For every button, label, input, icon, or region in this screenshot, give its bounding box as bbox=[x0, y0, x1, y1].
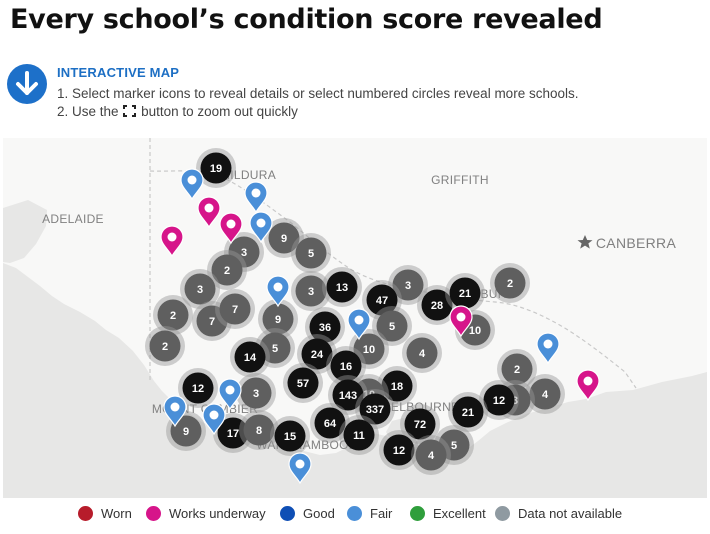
legend-item: Good bbox=[280, 506, 335, 521]
legend-dot-icon bbox=[347, 506, 362, 521]
school-cluster[interactable]: 8 bbox=[239, 410, 279, 450]
info-heading: INTERACTIVE MAP bbox=[57, 65, 180, 80]
school-marker-icon[interactable] bbox=[219, 212, 243, 245]
school-cluster[interactable]: 7 bbox=[215, 289, 255, 329]
school-marker-icon[interactable] bbox=[347, 308, 371, 341]
school-cluster[interactable]: 2 bbox=[490, 263, 530, 303]
school-cluster[interactable]: 4 bbox=[402, 333, 442, 373]
page-title: Every school’s condition score revealed bbox=[10, 4, 603, 35]
legend-item: Data not available bbox=[495, 506, 622, 521]
legend-dot-icon bbox=[78, 506, 93, 521]
school-marker-icon[interactable] bbox=[288, 452, 312, 485]
school-cluster[interactable]: 12 bbox=[379, 430, 419, 470]
school-marker-icon[interactable] bbox=[163, 395, 187, 428]
school-cluster[interactable]: 13 bbox=[322, 267, 362, 307]
legend-label: Fair bbox=[370, 506, 393, 521]
school-cluster[interactable]: 2 bbox=[497, 349, 537, 389]
legend-label: Works underway bbox=[169, 506, 266, 521]
info-instruction-2: 2. Use the button to zoom out quickly bbox=[57, 104, 298, 119]
school-marker-icon[interactable] bbox=[197, 196, 221, 229]
legend-dot-icon bbox=[495, 506, 510, 521]
school-cluster[interactable]: 14 bbox=[230, 337, 270, 377]
school-cluster[interactable]: 2 bbox=[145, 326, 185, 366]
school-marker-icon[interactable] bbox=[266, 275, 290, 308]
map-legend: Worn Works underway Good Fair Excellent Data … bbox=[0, 506, 710, 528]
school-cluster[interactable]: 15 bbox=[270, 416, 310, 456]
school-cluster[interactable]: 5 bbox=[372, 306, 412, 346]
legend-dot-icon bbox=[146, 506, 161, 521]
school-cluster[interactable]: 16 bbox=[326, 346, 366, 386]
legend-dot-icon bbox=[410, 506, 425, 521]
school-marker-icon[interactable] bbox=[202, 403, 226, 436]
legend-label: Excellent bbox=[433, 506, 486, 521]
legend-item: Fair bbox=[347, 506, 392, 521]
info-instruction-2-end: button to zoom out quickly bbox=[141, 104, 298, 119]
school-cluster[interactable]: 12 bbox=[178, 368, 218, 408]
school-marker-icon[interactable] bbox=[218, 378, 242, 411]
school-marker-icon[interactable] bbox=[249, 211, 273, 244]
legend-item: Works underway bbox=[146, 506, 266, 521]
arrow-down-icon[interactable] bbox=[7, 64, 47, 104]
school-marker-icon[interactable] bbox=[576, 369, 600, 402]
state-border-murray bbox=[149, 170, 637, 389]
info-instruction-2-start: 2. Use the bbox=[57, 104, 119, 119]
fullscreen-icon bbox=[123, 105, 137, 117]
school-marker-icon[interactable] bbox=[160, 225, 184, 258]
school-marker-icon[interactable] bbox=[449, 305, 473, 338]
school-cluster[interactable]: 3 bbox=[236, 373, 276, 413]
legend-label: Good bbox=[303, 506, 335, 521]
school-cluster[interactable]: 4 bbox=[411, 435, 451, 475]
legend-item: Worn bbox=[78, 506, 132, 521]
capital-star-icon bbox=[577, 235, 593, 249]
legend-dot-icon bbox=[280, 506, 295, 521]
interactive-map[interactable]: MILDURAGRIFFITHADELAIDECANBERRAALBURYMOU… bbox=[3, 138, 707, 498]
school-cluster[interactable]: 143 bbox=[328, 375, 368, 415]
school-cluster[interactable]: 2 bbox=[207, 250, 247, 290]
info-instruction-1: 1. Select marker icons to reveal details… bbox=[57, 86, 579, 101]
school-marker-icon[interactable] bbox=[536, 332, 560, 365]
school-cluster[interactable]: 5 bbox=[291, 233, 331, 273]
school-cluster[interactable]: 11 bbox=[339, 415, 379, 455]
school-marker-icon[interactable] bbox=[180, 168, 204, 201]
school-cluster[interactable]: 12 bbox=[479, 380, 519, 420]
school-marker-icon[interactable] bbox=[244, 181, 268, 214]
school-cluster[interactable]: 57 bbox=[283, 363, 323, 403]
legend-item: Excellent bbox=[410, 506, 486, 521]
legend-label: Worn bbox=[101, 506, 132, 521]
land-area bbox=[3, 138, 707, 458]
legend-label: Data not available bbox=[518, 506, 623, 521]
